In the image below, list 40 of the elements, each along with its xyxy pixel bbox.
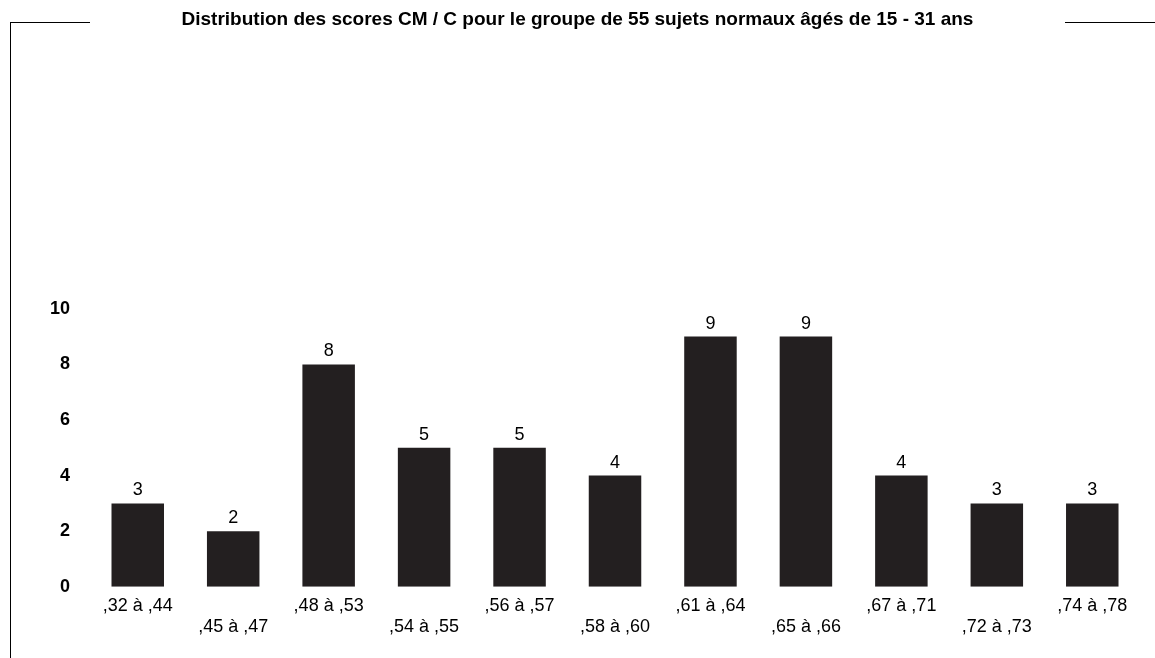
y-tick-label: 4	[60, 464, 71, 485]
bar	[779, 336, 833, 587]
data-label: 3	[991, 479, 1002, 500]
x-tick-label: ,48 à ,53	[293, 594, 364, 615]
data-label: 4	[610, 451, 621, 472]
data-label: 8	[323, 340, 334, 361]
bar	[1066, 503, 1119, 587]
bar	[875, 475, 928, 587]
bar	[588, 475, 642, 587]
data-label: 5	[514, 423, 525, 444]
x-tick-label: ,54 à ,55	[389, 616, 460, 637]
y-tick-label: 6	[60, 408, 71, 429]
y-tick-label: 10	[49, 297, 71, 318]
data-label: 4	[896, 451, 907, 472]
x-tick-label: ,65 à ,66	[770, 616, 841, 637]
x-tick-label: ,58 à ,60	[579, 616, 651, 637]
data-label: 9	[705, 312, 716, 333]
bar	[684, 336, 737, 587]
x-tick-label: ,45 à ,47	[198, 616, 269, 637]
x-tick-label: ,32 à ,44	[102, 594, 173, 615]
data-label: 3	[1087, 479, 1098, 500]
x-tick-label: ,56 à ,57	[484, 594, 555, 615]
data-label: 2	[228, 507, 239, 528]
chart-title: Distribution des scores CM / C pour le groupe de 55 sujets normaux âgés de 15 - 31 ans	[90, 6, 1065, 32]
bar	[397, 447, 451, 587]
data-label: 9	[800, 312, 811, 333]
x-tick-label: ,61 à ,64	[675, 594, 746, 615]
bar	[206, 531, 260, 587]
data-label: 3	[132, 479, 143, 500]
bar	[493, 447, 546, 587]
y-tick-label: 0	[60, 575, 71, 596]
y-tick-label: 8	[60, 353, 71, 374]
x-tick-label: ,67 à ,71	[866, 594, 937, 615]
x-tick-label: ,74 à ,78	[1057, 594, 1128, 615]
data-label: 5	[419, 423, 430, 444]
bar	[970, 503, 1024, 587]
bar	[302, 364, 355, 587]
bar	[111, 503, 164, 587]
y-tick-label: 2	[60, 520, 71, 541]
x-tick-label: ,72 à ,73	[961, 616, 1032, 637]
